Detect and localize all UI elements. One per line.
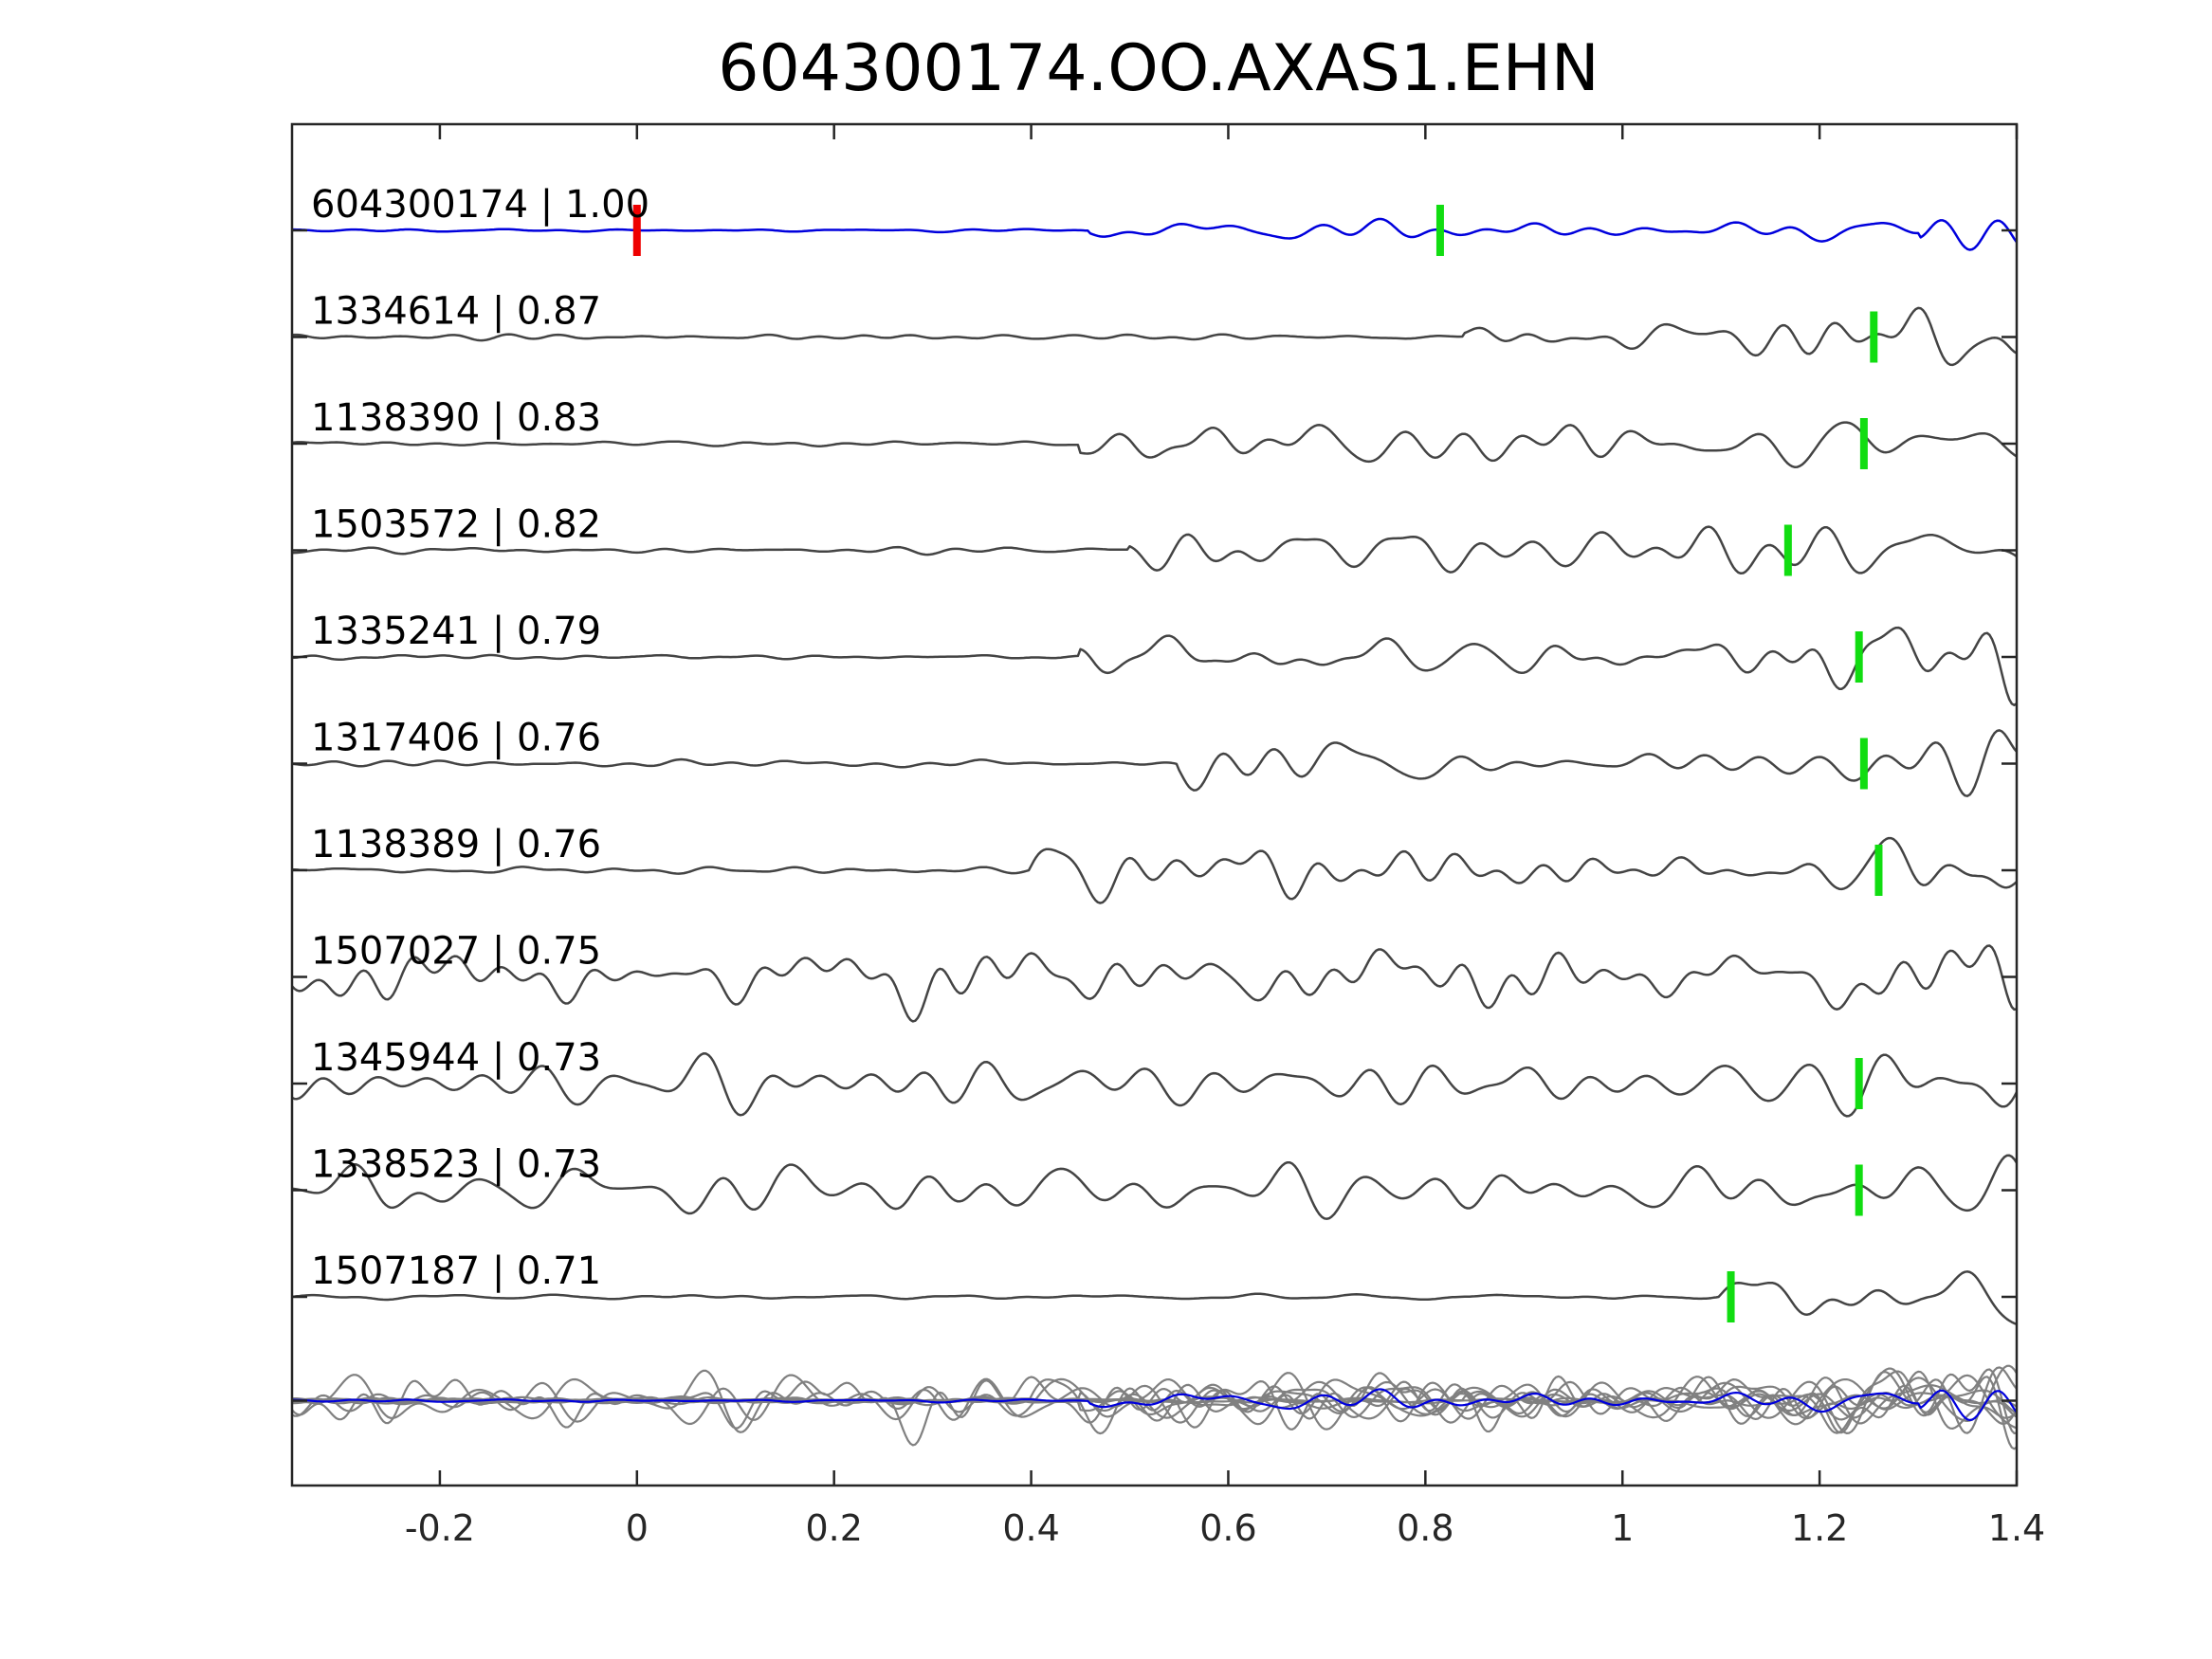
trace-label-1338523: 1338523 | 0.73 — [311, 1143, 601, 1187]
chart-title: 604300174.OO.AXAS1.EHN — [718, 31, 1600, 106]
trace-label-1334614: 1334614 | 0.87 — [311, 290, 601, 334]
x-tick-label: 0 — [626, 1507, 649, 1549]
trace-1338523 — [291, 1154, 2019, 1220]
trace-1507027 — [291, 944, 2018, 1023]
trace-1317406 — [291, 729, 2018, 797]
x-axis-ticks: -0.2 0 0.2 0.4 0.6 0.8 1 1.2 1.4 — [405, 124, 2045, 1549]
trace-1345944 — [291, 1052, 2019, 1118]
x-tick-label: 1.4 — [1988, 1507, 2045, 1549]
overlay-trace-1338523 — [291, 1364, 2018, 1431]
trace-label-1335241: 1335241 | 0.79 — [311, 610, 601, 653]
x-tick-label: 1.2 — [1791, 1507, 1848, 1549]
trace-1138389 — [291, 836, 2018, 904]
trace-label-1138390: 1138390 | 0.83 — [311, 396, 601, 440]
trace-label-1503572: 1503572 | 0.82 — [311, 503, 601, 547]
y-ticks — [292, 228, 2017, 1402]
x-tick-label: 0.4 — [1002, 1507, 1059, 1549]
overlay-trace-604300174 — [292, 1388, 2018, 1422]
overlay-stack — [291, 1364, 2018, 1450]
x-tick-label: 0.8 — [1397, 1507, 1453, 1549]
trace-604300174 — [292, 217, 2019, 251]
overlay-trace-1507027 — [291, 1368, 2018, 1447]
x-tick-label: 0.6 — [1199, 1507, 1256, 1549]
trace-1335241 — [291, 626, 2018, 707]
trace-1503572 — [291, 525, 2018, 575]
trace-label-1317406: 1317406 | 0.76 — [311, 717, 601, 760]
x-tick-label: 1 — [1611, 1507, 1634, 1549]
plot-frame — [290, 122, 2019, 1487]
overlay-trace-1345944 — [291, 1369, 2018, 1434]
trace-1334614 — [291, 306, 2018, 367]
x-tick-label: -0.2 — [405, 1507, 475, 1549]
trace-label-1345944: 1345944 | 0.73 — [311, 1036, 601, 1080]
trace-label-1507187: 1507187 | 0.71 — [311, 1249, 601, 1293]
trace-label-604300174: 604300174 | 1.00 — [311, 183, 649, 227]
x-tick-label: 0.2 — [805, 1507, 862, 1549]
trace-labels: 604300174 | 1.00 1334614 | 0.87 1138390 | … — [311, 183, 649, 1293]
traces-layer — [291, 217, 2019, 1325]
trace-label-1138389: 1138389 | 0.76 — [311, 823, 601, 866]
trace-label-1507027: 1507027 | 0.75 — [311, 930, 601, 974]
markers-layer — [632, 205, 1883, 1322]
trace-1138390 — [291, 421, 2018, 469]
